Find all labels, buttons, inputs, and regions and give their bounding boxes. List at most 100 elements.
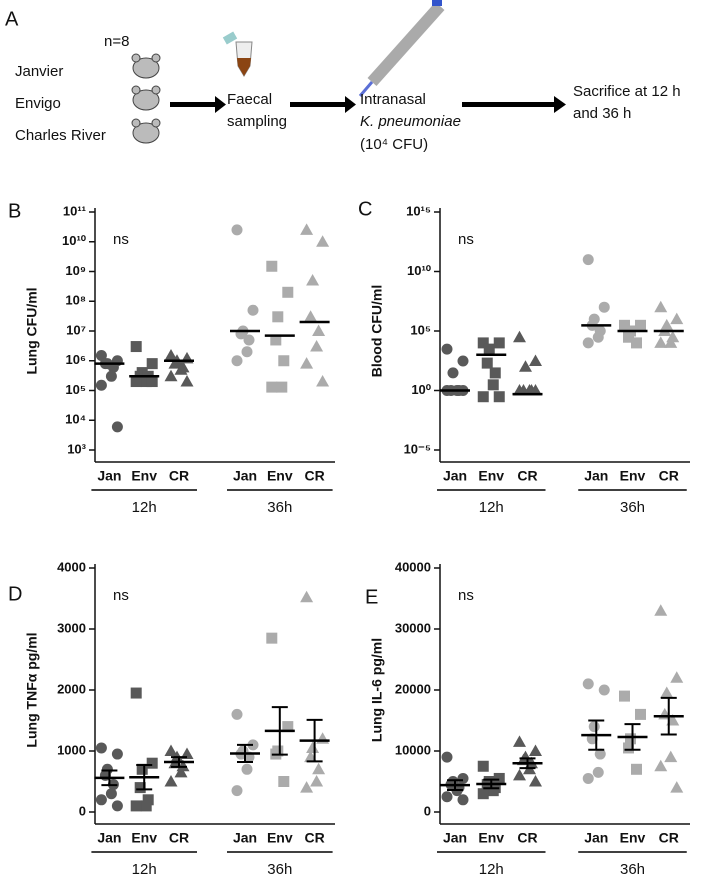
group-size: n=8 (104, 33, 129, 50)
y-tick-label: 4000 (57, 559, 86, 574)
data-point (481, 357, 493, 369)
data-point (513, 768, 526, 781)
data-point (270, 334, 282, 346)
y-tick-label: 10³ (67, 441, 86, 456)
data-point (654, 604, 668, 616)
data-point (457, 355, 469, 367)
group-label: 12h (132, 499, 157, 516)
data-point (111, 800, 123, 812)
y-tick-label: 10⁴ (65, 412, 86, 427)
data-point (266, 381, 278, 393)
data-point (592, 331, 604, 343)
group-label: 12h (132, 861, 157, 876)
data-point (300, 357, 314, 369)
chart-panel: D Lung TNFα pg/ml ns 0 1000 2000 3000 4000 Jan En… (8, 559, 335, 876)
data-point (619, 319, 630, 331)
data-point (164, 775, 178, 787)
data-point (447, 367, 459, 379)
data-point (598, 301, 610, 313)
panel-letter: C (358, 198, 372, 220)
data-point (588, 721, 600, 733)
data-point (316, 375, 330, 387)
group-label: 12h (479, 499, 504, 516)
data-point (111, 421, 123, 433)
data-point (513, 330, 526, 343)
vendor: Janvier (15, 63, 63, 80)
data-point (664, 336, 678, 348)
data-point (635, 319, 646, 331)
y-tick-label: 30000 (395, 620, 431, 635)
data-point (168, 357, 182, 369)
data-point (278, 355, 290, 367)
data-point (276, 381, 288, 393)
data-point (625, 733, 636, 745)
data-point (623, 742, 634, 754)
data-point (519, 360, 532, 372)
data-point (582, 337, 594, 349)
data-point (142, 794, 154, 806)
data-point (529, 384, 542, 396)
annotation: ns (113, 587, 129, 604)
data-point (529, 354, 542, 367)
data-point (441, 751, 453, 763)
group-label: 36h (267, 499, 292, 516)
annotation: ns (458, 587, 474, 604)
data-point (582, 254, 594, 266)
data-point (164, 349, 178, 361)
data-point (278, 776, 290, 787)
data-point (513, 384, 526, 396)
pipette-icon (358, 0, 445, 97)
y-tick-label: 10⁻⁵ (404, 441, 431, 456)
group-label: 36h (620, 861, 645, 876)
x-tick-label: CR (517, 468, 537, 484)
x-tick-label: Env (131, 468, 157, 484)
x-tick-label: Jan (443, 468, 467, 484)
data-point (241, 763, 253, 775)
y-tick-label: 10⁰ (411, 382, 431, 397)
data-point (631, 337, 642, 349)
y-tick-label: 20000 (395, 681, 431, 696)
data-point (312, 762, 326, 775)
panel-letter: D (8, 583, 22, 605)
data-point (247, 304, 259, 316)
data-point (140, 376, 152, 388)
x-tick-label: Jan (584, 830, 608, 846)
data-point (457, 794, 469, 806)
data-point (493, 391, 505, 403)
data-point (654, 336, 668, 348)
step-text: Intranasal (360, 91, 426, 108)
x-tick-label: Jan (233, 830, 257, 846)
data-point (310, 340, 324, 352)
y-tick-label: 10⁹ (65, 263, 86, 278)
step-text: and 36 h (573, 105, 631, 122)
x-tick-label: Env (131, 830, 157, 846)
y-tick-label: 40000 (395, 559, 431, 574)
panel-letter: A (5, 8, 19, 30)
group-label: 36h (267, 861, 292, 876)
group-label: 36h (620, 499, 645, 516)
data-point (95, 742, 107, 754)
y-tick-label: 10⁶ (66, 352, 86, 367)
data-point (241, 346, 253, 358)
data-point (231, 708, 243, 720)
data-point (635, 708, 646, 720)
data-point (164, 744, 178, 756)
x-tick-label: CR (517, 830, 537, 846)
data-point (130, 687, 142, 699)
data-point (594, 748, 606, 760)
data-point (134, 782, 146, 794)
x-tick-label: CR (659, 830, 679, 846)
panel-a: A n=8 Janvier Envigo Charles River Faeca… (5, 0, 681, 153)
data-point (306, 273, 320, 286)
data-point (146, 376, 158, 388)
data-point (582, 678, 594, 690)
data-point (477, 760, 489, 772)
data-point (146, 757, 158, 769)
x-tick-label: Jan (443, 830, 467, 846)
data-point (441, 791, 453, 803)
data-point (316, 235, 330, 247)
tube-icon (222, 31, 253, 77)
step-text: sampling (227, 113, 287, 130)
data-point (623, 331, 634, 343)
